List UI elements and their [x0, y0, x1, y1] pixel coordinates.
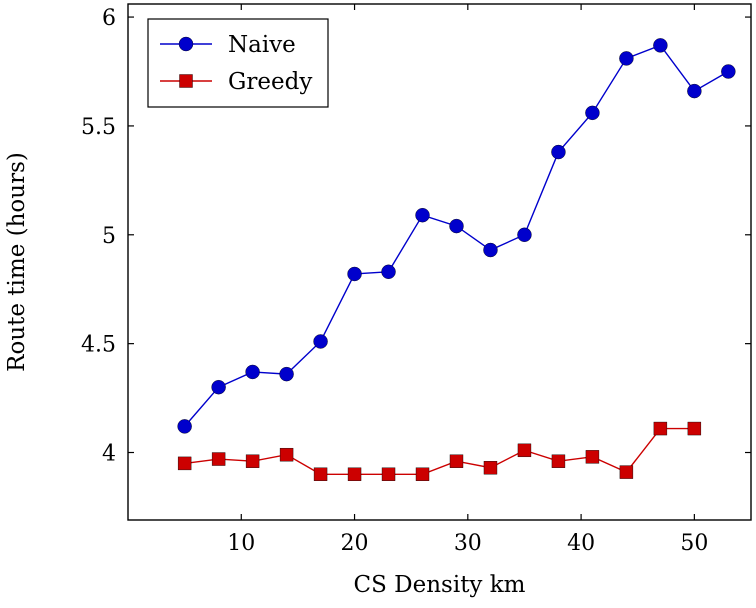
plot-frame — [127, 3, 752, 521]
x-tick-label: 40 — [567, 531, 595, 556]
axis-ticks: 10 20 30 40 50 4 4.5 5 5.5 6 — [81, 4, 751, 556]
data-point-naive — [279, 366, 294, 382]
legend-label: Naive — [228, 32, 296, 58]
y-tick-label: 5.5 — [81, 115, 116, 140]
data-point-greedy — [619, 465, 634, 479]
data-point-greedy — [211, 452, 226, 466]
series-layer — [177, 38, 736, 481]
data-point-naive — [551, 144, 566, 160]
data-point-greedy — [449, 454, 464, 468]
data-point-greedy — [415, 467, 430, 481]
data-point-naive — [211, 379, 226, 395]
x-tick-label: 30 — [454, 531, 482, 556]
y-axis-title: Route time (hours) — [4, 152, 30, 372]
data-point-naive — [721, 64, 736, 79]
legend-marker — [179, 74, 193, 88]
legend: Naive Greedy — [147, 18, 329, 108]
x-tick-label: 20 — [341, 531, 369, 556]
data-point-greedy — [483, 461, 498, 475]
legend-items: Naive Greedy — [160, 32, 312, 95]
series-naive — [177, 38, 736, 434]
series-line-greedy — [184, 427, 695, 475]
data-point-greedy — [517, 443, 532, 458]
legend-item-naive: Naive — [160, 32, 296, 58]
data-point-naive — [449, 218, 464, 234]
data-point-greedy — [551, 454, 566, 468]
data-point-greedy — [347, 467, 362, 481]
y-tick-label: 4 — [102, 442, 116, 467]
data-point-greedy — [177, 456, 192, 471]
data-point-greedy — [687, 421, 702, 436]
series-greedy — [177, 421, 702, 481]
data-point-naive — [415, 207, 430, 223]
data-point-naive — [381, 264, 396, 279]
data-point-naive — [177, 419, 192, 434]
data-point-naive — [687, 83, 702, 99]
legend-item-greedy: Greedy — [160, 69, 312, 95]
data-point-naive — [619, 51, 634, 66]
data-point-greedy — [585, 450, 600, 464]
data-point-naive — [653, 38, 668, 53]
data-point-naive — [483, 242, 498, 258]
y-tick-label: 6 — [102, 6, 116, 31]
legend-label: Greedy — [228, 69, 312, 95]
legend-box — [147, 18, 329, 108]
x-axis-title: CS Density km — [354, 572, 526, 598]
data-point-naive — [347, 266, 362, 282]
data-point-greedy — [313, 467, 328, 481]
data-point-naive — [585, 105, 600, 121]
y-tick-label: 5 — [102, 224, 116, 249]
data-point-naive — [313, 334, 328, 349]
y-tick-label: 4.5 — [81, 333, 116, 358]
x-tick-label: 50 — [680, 531, 708, 556]
data-point-greedy — [381, 467, 396, 481]
data-point-greedy — [279, 447, 294, 462]
data-point-naive — [245, 364, 260, 380]
data-point-greedy — [245, 454, 260, 468]
data-point-greedy — [653, 421, 668, 436]
x-tick-label: 10 — [227, 531, 255, 556]
legend-marker — [178, 36, 194, 52]
data-point-naive — [517, 227, 532, 242]
